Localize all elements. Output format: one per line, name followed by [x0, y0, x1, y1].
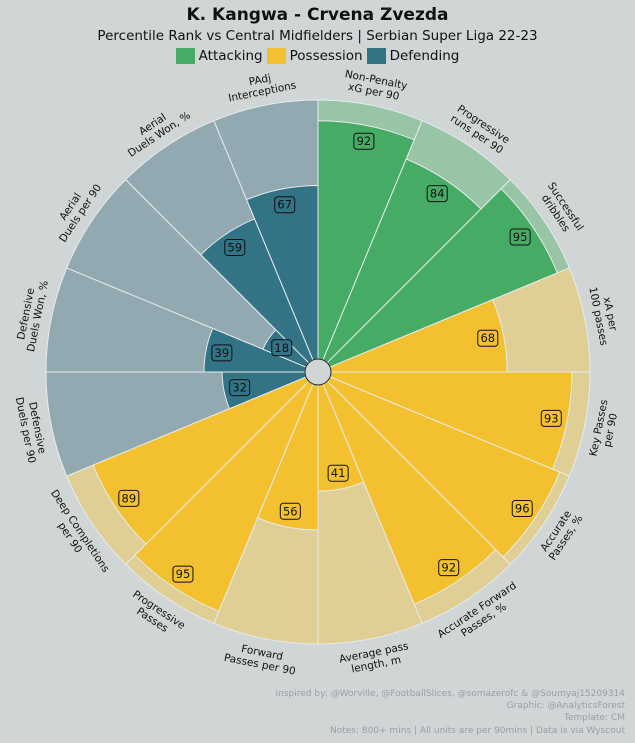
value-label: 18 — [274, 341, 289, 355]
value-label-box — [271, 339, 293, 357]
value-label: 96 — [515, 501, 530, 515]
value-label: 95 — [513, 230, 528, 244]
note-inspired: Inspired by: @Worville, @FootballSlices,… — [275, 688, 626, 699]
legend-label-attacking: Attacking — [198, 48, 263, 64]
value-label: 39 — [215, 346, 230, 360]
param-label: DefensiveDuels Won, % — [13, 277, 51, 353]
value-label: 59 — [227, 240, 242, 254]
value-label: 67 — [277, 198, 292, 212]
chart-subtitle: Percentile Rank vs Central Midfielders |… — [97, 28, 538, 44]
param-label: xA per100 passes — [586, 284, 621, 347]
value-label-box — [540, 409, 562, 427]
value-label: 41 — [331, 466, 346, 480]
value-label: 56 — [283, 504, 298, 518]
value-label-box — [274, 196, 296, 214]
value-label-box — [224, 238, 246, 256]
value-label-box — [353, 132, 375, 150]
value-label-box — [229, 379, 251, 397]
param-label: PAdjInterceptions — [225, 68, 297, 105]
chart-title: K. Kangwa - Crvena Zvezda — [186, 5, 449, 25]
value-label-box — [477, 329, 499, 347]
param-label: Average passlength, m — [338, 640, 412, 677]
value-label: 84 — [430, 187, 445, 201]
footer-notes: Inspired by: @Worville, @FootballSlices,… — [276, 688, 626, 737]
value-label-box — [172, 565, 194, 583]
value-label-box — [511, 499, 533, 517]
value-label: 95 — [176, 567, 191, 581]
legend-item-defending: Defending — [366, 48, 460, 64]
value-label: 68 — [480, 331, 495, 345]
legend: Attacking Possession Defending — [0, 48, 635, 64]
note-template: Template: CM — [563, 713, 625, 724]
value-label: 32 — [232, 381, 247, 395]
param-label: DefensiveDuels per 90 — [13, 394, 50, 464]
value-label-box — [118, 489, 140, 507]
legend-item-possession: Possession — [266, 48, 363, 64]
value-label: 89 — [122, 491, 137, 505]
value-label-box — [327, 464, 349, 482]
value-label-box — [279, 502, 301, 520]
param-label: Non-PenaltyxG per 90 — [341, 68, 408, 104]
note-graphic: Graphic: @AnalyticsForest — [506, 701, 625, 712]
legend-swatch-possession — [266, 48, 286, 64]
legend-swatch-attacking — [175, 48, 195, 64]
center-circle — [304, 358, 332, 386]
value-label: 92 — [441, 561, 456, 575]
value-label: 92 — [357, 134, 372, 148]
value-label-box — [426, 185, 448, 203]
legend-item-attacking: Attacking — [175, 48, 263, 64]
note-notes: Notes: 800+ mins | All units are per 90m… — [329, 725, 625, 736]
legend-swatch-defending — [366, 48, 386, 64]
value-label-box — [509, 228, 531, 246]
legend-label-possession: Possession — [289, 48, 363, 64]
param-label: Key Passesper 90 — [587, 399, 622, 460]
value-label: 93 — [544, 411, 559, 425]
param-label: ForwardPasses per 90 — [223, 640, 299, 678]
value-label-box — [211, 344, 233, 362]
legend-label-defending: Defending — [389, 48, 460, 64]
value-label-box — [438, 559, 460, 577]
